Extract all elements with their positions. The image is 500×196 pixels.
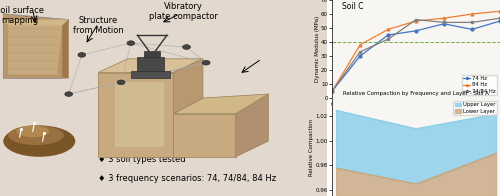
Polygon shape [8,20,62,74]
Line: 74 Hz: 74 Hz [331,20,500,92]
Circle shape [182,45,190,49]
Y-axis label: Relative Compaction: Relative Compaction [310,119,314,175]
Text: Structure
from Motion: Structure from Motion [73,16,124,35]
Circle shape [117,80,125,85]
74/84 Hz [497,17,500,19]
74/84 Hz [413,18,419,21]
84 Hz [413,20,419,22]
Bar [131,71,170,78]
Polygon shape [4,20,68,25]
Polygon shape [62,20,68,78]
X-axis label: Compactor passes: Compactor passes [387,109,445,113]
Legend: 74 Hz, 84 Hz, 74/84 Hz: 74 Hz, 84 Hz, 74/84 Hz [462,74,498,95]
Circle shape [65,92,72,96]
Circle shape [78,53,86,57]
84 Hz [385,28,391,31]
Polygon shape [174,59,203,114]
74/84 Hz [385,38,391,40]
Line: 84 Hz: 84 Hz [331,10,500,92]
Polygon shape [4,14,68,78]
Ellipse shape [8,125,64,145]
Polygon shape [174,94,268,114]
74/84 Hz [357,51,363,53]
Legend: Upper Layer, Lower Layer: Upper Layer, Lower Layer [453,101,498,115]
Polygon shape [236,94,268,157]
84 Hz [497,10,500,12]
Bar [138,57,164,71]
74 Hz [329,90,335,92]
Title: Relative Compaction by Frequency and Layer - Soil A: Relative Compaction by Frequency and Lay… [343,91,489,96]
Text: ♦ 3 frequency scenarios: 74, 74/84, 84 Hz: ♦ 3 frequency scenarios: 74, 74/84, 84 H… [98,174,276,183]
Line: 74/84 Hz: 74/84 Hz [331,17,500,92]
Circle shape [127,41,135,45]
Text: Vibratory
plate compactor: Vibratory plate compactor [149,2,218,21]
Polygon shape [98,73,174,157]
74/84 Hz [441,21,447,24]
Polygon shape [114,82,164,147]
Polygon shape [174,114,236,157]
Ellipse shape [4,125,76,157]
Text: Soil surface
mapping: Soil surface mapping [0,6,44,25]
Y-axis label: Dynamic Modulus (MPa): Dynamic Modulus (MPa) [314,16,320,82]
74 Hz [385,34,391,36]
Ellipse shape [16,125,49,137]
74 Hz [469,28,475,31]
Circle shape [202,60,210,65]
74 Hz [357,55,363,57]
Polygon shape [98,59,203,73]
84 Hz [469,13,475,15]
74 Hz [441,23,447,25]
Bar [144,51,160,57]
74 Hz [497,20,500,22]
74/84 Hz [329,90,335,92]
74/84 Hz [469,21,475,24]
Text: ♦ 3 soil types tested: ♦ 3 soil types tested [98,155,186,164]
84 Hz [441,17,447,19]
74 Hz [413,30,419,32]
Text: Soil C: Soil C [342,2,364,11]
84 Hz [357,44,363,46]
84 Hz [329,90,335,92]
